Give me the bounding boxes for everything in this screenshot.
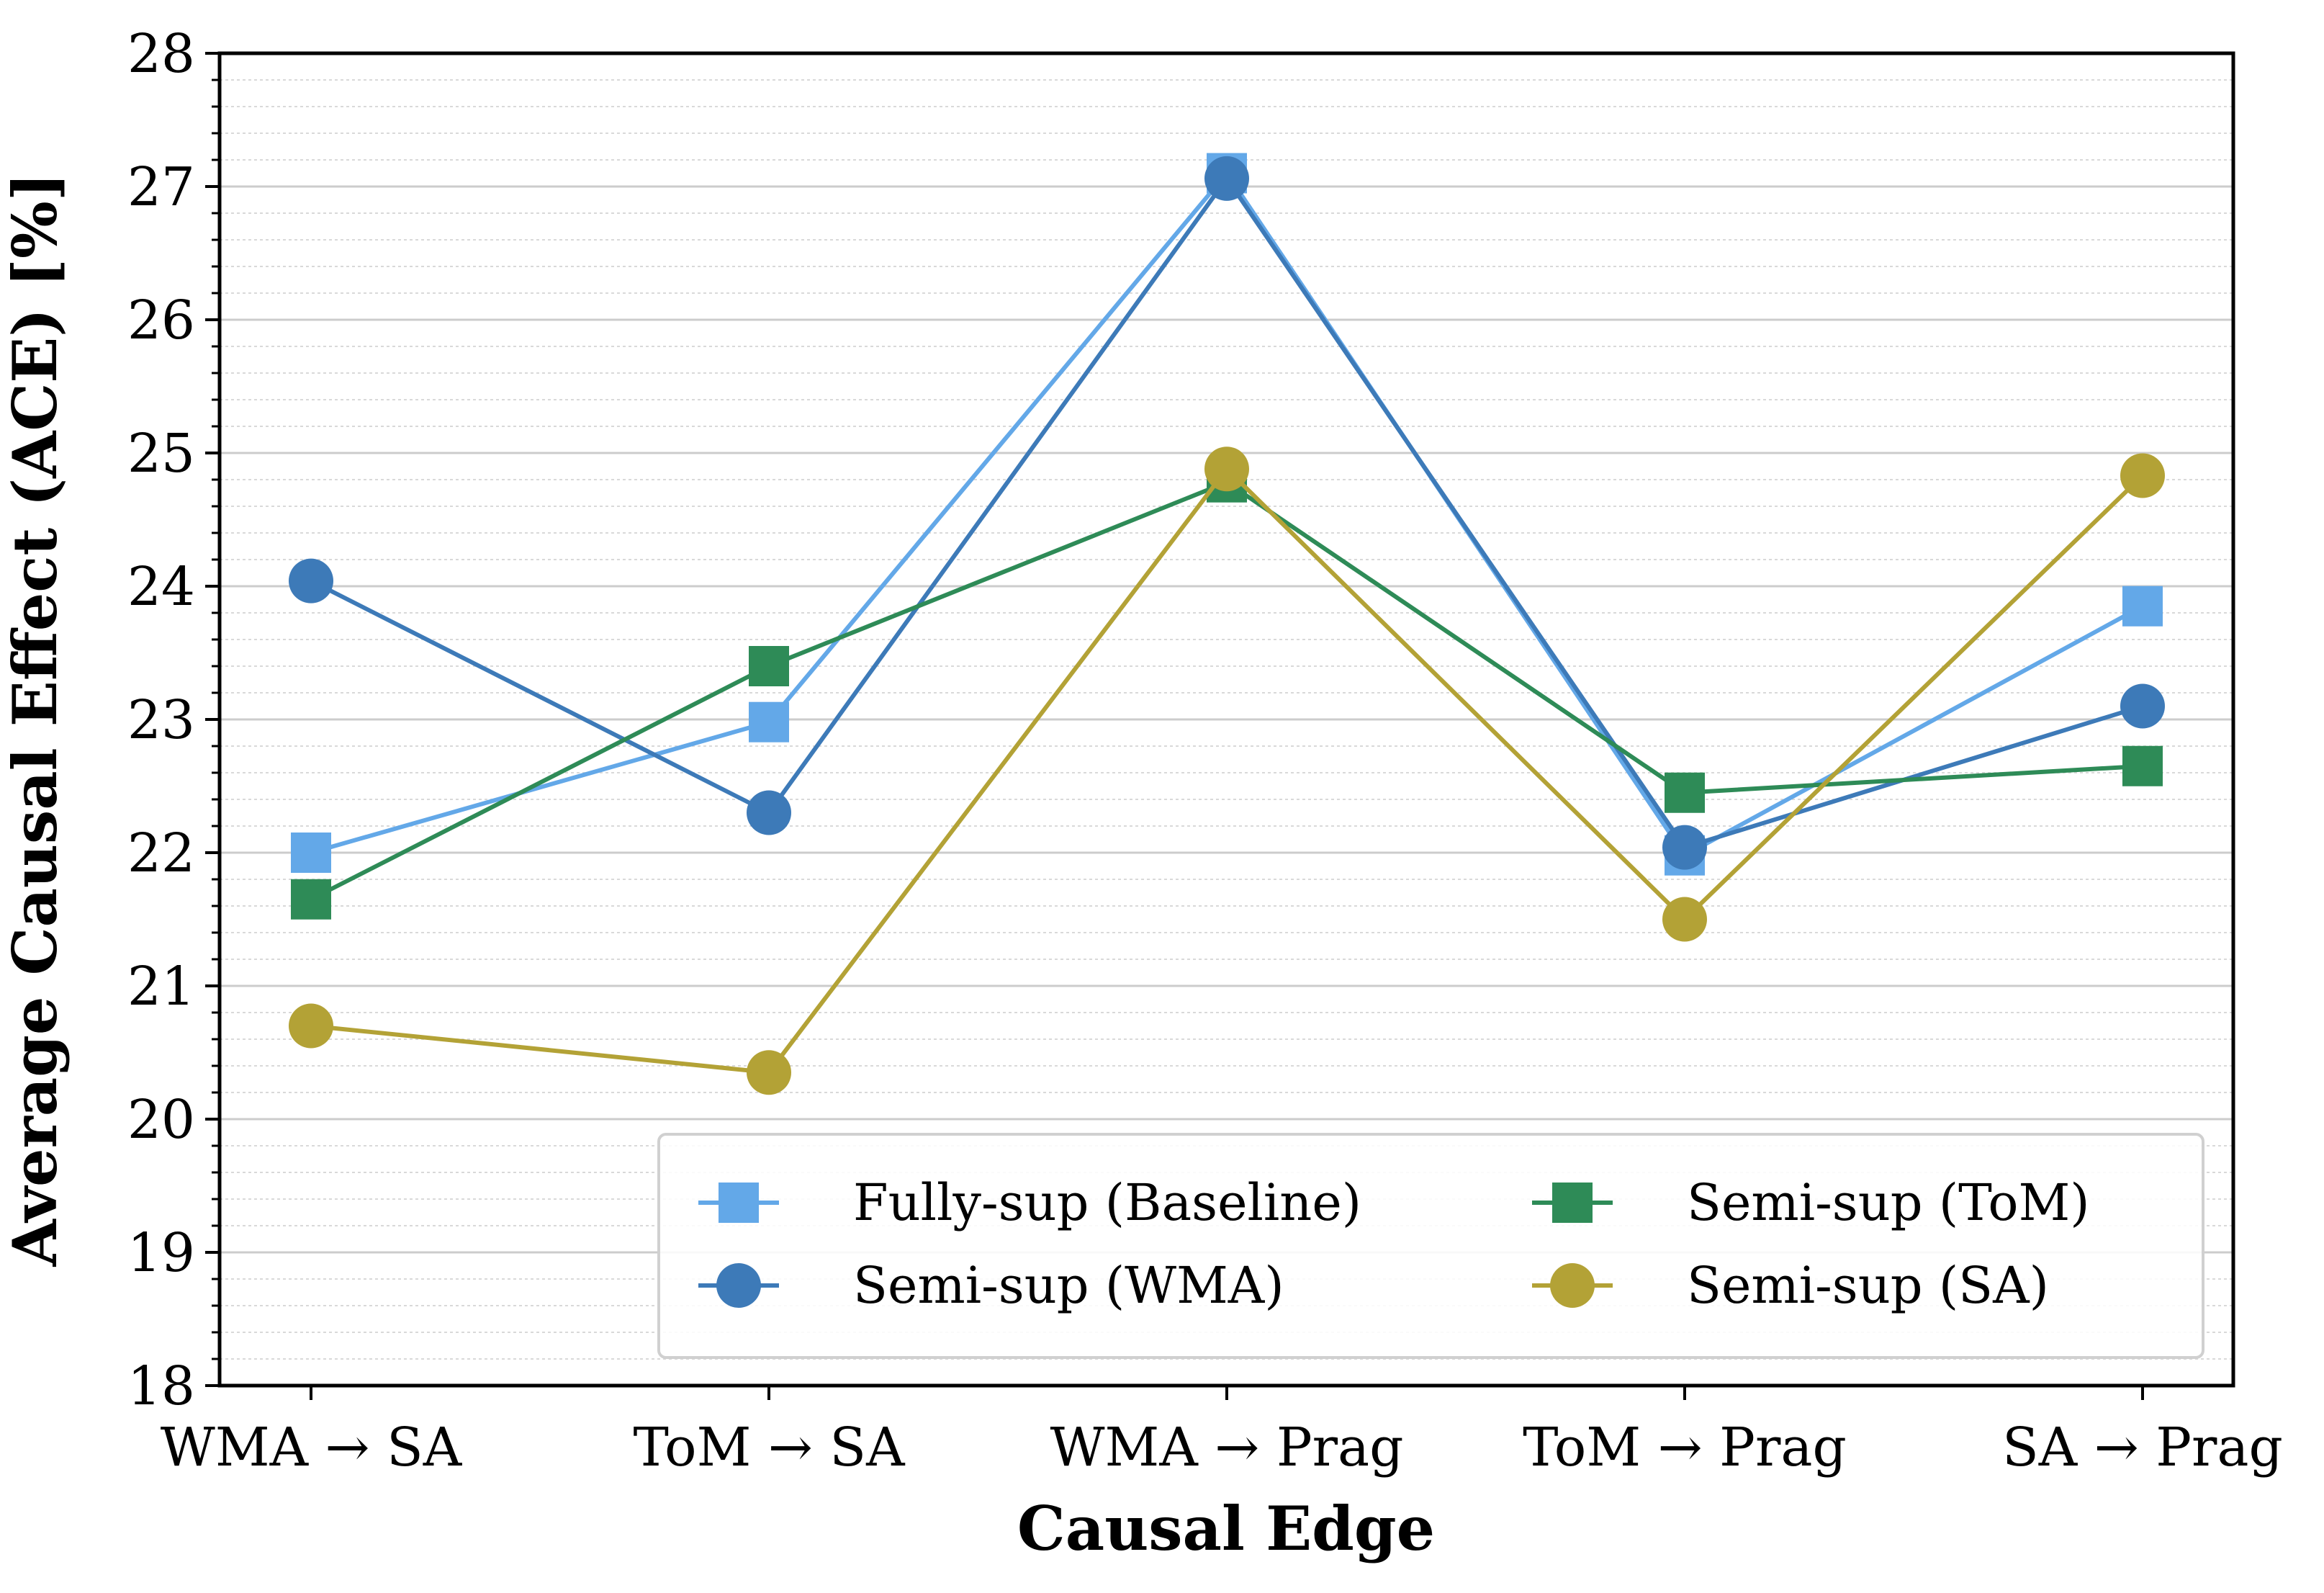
y-tick-label: 24 xyxy=(127,556,195,618)
y-tick-label: 18 xyxy=(127,1355,195,1417)
data-point xyxy=(291,879,331,920)
data-point xyxy=(749,701,789,742)
y-tick-label: 28 xyxy=(127,23,195,85)
legend-entry: Semi-sup (SA) xyxy=(1532,1256,2049,1315)
data-point xyxy=(2122,745,2163,786)
y-tick-label: 26 xyxy=(127,290,195,351)
legend-marker xyxy=(1552,1183,1593,1223)
x-axis-title: Causal Edge xyxy=(1017,1493,1435,1564)
data-point xyxy=(1662,897,1707,942)
y-tick-label: 19 xyxy=(127,1222,195,1284)
legend-label: Semi-sup (ToM) xyxy=(1687,1173,2090,1232)
data-point xyxy=(2120,453,2165,498)
y-tick-label: 22 xyxy=(127,822,195,884)
x-tick-label: ToM → Prag xyxy=(1523,1417,1847,1478)
legend-marker xyxy=(716,1263,761,1308)
data-point xyxy=(747,790,791,835)
legend-entry: Semi-sup (ToM) xyxy=(1532,1173,2090,1232)
y-tick-label: 21 xyxy=(127,956,195,1018)
data-point xyxy=(289,558,333,603)
x-tick-label: WMA → SA xyxy=(161,1417,463,1478)
y-tick-label: 27 xyxy=(127,156,195,218)
data-point xyxy=(1204,447,1249,492)
series-line xyxy=(310,171,2144,858)
legend-label: Fully-sup (Baseline) xyxy=(853,1173,1361,1232)
series-layer xyxy=(289,153,2165,1095)
data-point xyxy=(289,1003,333,1049)
axis-layer: 18 19 20 21 22 23 24 25 26 27 28 WMA → SA ToM → SA WM… xyxy=(127,23,2283,1478)
legend-entry: Fully-sup (Baseline) xyxy=(698,1173,1361,1232)
y-tick-label: 20 xyxy=(127,1089,195,1151)
y-axis-title: Average Causal Effect (ACE) [%] xyxy=(0,172,71,1267)
data-point xyxy=(2122,585,2163,627)
legend-label: Semi-sup (SA) xyxy=(1687,1256,2049,1315)
series-line xyxy=(310,480,2143,902)
legend-entry: Semi-sup (WMA) xyxy=(698,1256,1284,1315)
data-point xyxy=(2120,683,2165,729)
legend-label: Semi-sup (WMA) xyxy=(853,1256,1284,1315)
x-tick-label: ToM → SA xyxy=(633,1417,906,1478)
x-tick-label: WMA → Prag xyxy=(1050,1417,1404,1478)
legend-marker xyxy=(1550,1263,1595,1308)
data-point xyxy=(291,833,331,873)
y-tick-label: 25 xyxy=(127,423,195,485)
data-point xyxy=(747,1050,791,1095)
legend: Fully-sup (Baseline) Semi-sup (WMA) Semi-s… xyxy=(657,1133,2204,1359)
series-2 xyxy=(289,156,2165,870)
legend-box xyxy=(657,1133,2204,1359)
x-tick-label: SA → Prag xyxy=(2002,1417,2283,1478)
series-line xyxy=(310,176,2143,850)
legend-marker xyxy=(719,1183,759,1223)
data-point xyxy=(1665,772,1705,813)
series-4 xyxy=(289,447,2165,1095)
series-3 xyxy=(291,462,2163,920)
data-point xyxy=(1204,156,1249,201)
data-point xyxy=(1662,825,1707,870)
data-point xyxy=(749,646,789,686)
y-tick-label: 23 xyxy=(127,689,195,751)
